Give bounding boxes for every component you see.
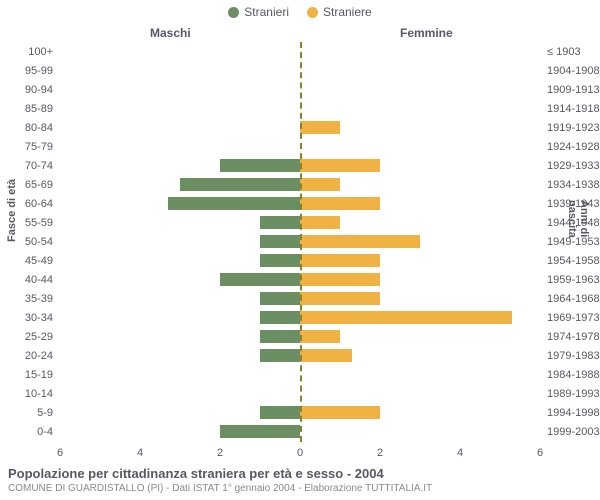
birth-year-label: 1949-1953 xyxy=(547,236,600,248)
title-female: Femmine xyxy=(400,26,453,40)
legend-item-male: Stranieri xyxy=(228,5,289,19)
chart-root: Stranieri Straniere Maschi Femmine Fasce… xyxy=(0,0,600,500)
legend-swatch-male xyxy=(228,7,239,18)
bar-male xyxy=(260,330,300,343)
age-label: 25-29 xyxy=(1,331,53,343)
age-label: 70-74 xyxy=(1,160,53,172)
birth-year-label: 1939-1943 xyxy=(547,198,600,210)
age-label: 5-9 xyxy=(1,407,53,419)
birth-year-label: 1909-1913 xyxy=(547,84,600,96)
age-label: 65-69 xyxy=(1,179,53,191)
footer: Popolazione per cittadinanza straniera p… xyxy=(8,466,592,494)
chart-title: Popolazione per cittadinanza straniera p… xyxy=(8,466,592,481)
age-label: 90-94 xyxy=(1,84,53,96)
age-label: 40-44 xyxy=(1,274,53,286)
legend-swatch-female xyxy=(307,7,318,18)
legend-label-male: Stranieri xyxy=(244,5,289,19)
age-label: 10-14 xyxy=(1,388,53,400)
bar-female xyxy=(300,311,512,324)
birth-year-label: 1934-1938 xyxy=(547,179,600,191)
birth-year-label: 1929-1933 xyxy=(547,160,600,172)
female-half xyxy=(300,42,540,442)
age-label: 60-64 xyxy=(1,198,53,210)
age-label: 15-19 xyxy=(1,369,53,381)
bar-female xyxy=(300,330,340,343)
x-tick-label: 0 xyxy=(290,447,310,459)
plot-area: 6420246 100+95-9990-9485-8980-8475-7970-… xyxy=(60,42,540,442)
bar-female xyxy=(300,216,340,229)
legend-label-female: Straniere xyxy=(323,5,372,19)
birth-year-label: 1974-1978 xyxy=(547,331,600,343)
bar-male xyxy=(220,425,300,438)
bar-female xyxy=(300,235,420,248)
birth-year-label: 1979-1983 xyxy=(547,350,600,362)
bar-female xyxy=(300,254,380,267)
bar-male xyxy=(168,197,300,210)
age-label: 95-99 xyxy=(1,65,53,77)
age-label: 85-89 xyxy=(1,103,53,115)
bar-female xyxy=(300,121,340,134)
bar-male xyxy=(260,311,300,324)
birth-year-label: 1969-1973 xyxy=(547,312,600,324)
birth-year-label: 1959-1963 xyxy=(547,274,600,286)
birth-year-label: 1919-1923 xyxy=(547,122,600,134)
bar-male xyxy=(260,349,300,362)
x-tick-label: 4 xyxy=(130,447,150,459)
age-label: 30-34 xyxy=(1,312,53,324)
bar-female xyxy=(300,197,380,210)
chart-subtitle: COMUNE DI GUARDISTALLO (PI) - Dati ISTAT… xyxy=(8,483,592,494)
x-tick-label: 6 xyxy=(530,447,550,459)
bar-female xyxy=(300,292,380,305)
bar-female xyxy=(300,273,380,286)
x-tick-label: 6 xyxy=(50,447,70,459)
legend-item-female: Straniere xyxy=(307,5,372,19)
birth-year-label: 1954-1958 xyxy=(547,255,600,267)
legend: Stranieri Straniere xyxy=(0,5,600,19)
title-male: Maschi xyxy=(150,26,191,40)
bar-female xyxy=(300,178,340,191)
bar-male xyxy=(260,406,300,419)
age-label: 55-59 xyxy=(1,217,53,229)
bar-male xyxy=(180,178,300,191)
age-label: 80-84 xyxy=(1,122,53,134)
birth-year-label: 1999-2003 xyxy=(547,426,600,438)
bar-male xyxy=(260,216,300,229)
age-label: 20-24 xyxy=(1,350,53,362)
age-label: 45-49 xyxy=(1,255,53,267)
x-tick-label: 4 xyxy=(450,447,470,459)
bar-male xyxy=(260,292,300,305)
age-label: 50-54 xyxy=(1,236,53,248)
birth-year-label: 1944-1948 xyxy=(547,217,600,229)
bar-female xyxy=(300,406,380,419)
birth-year-label: 1914-1918 xyxy=(547,103,600,115)
bar-male xyxy=(220,273,300,286)
center-axis-line xyxy=(300,42,302,442)
bar-female xyxy=(300,159,380,172)
bar-female xyxy=(300,349,352,362)
age-label: 100+ xyxy=(1,46,53,58)
birth-year-label: 1924-1928 xyxy=(547,141,600,153)
birth-year-label: 1989-1993 xyxy=(547,388,600,400)
bar-male xyxy=(220,159,300,172)
age-label: 75-79 xyxy=(1,141,53,153)
bar-male xyxy=(260,235,300,248)
birth-year-label: ≤ 1903 xyxy=(547,46,600,58)
birth-year-label: 1904-1908 xyxy=(547,65,600,77)
male-half xyxy=(60,42,300,442)
birth-year-label: 1984-1988 xyxy=(547,369,600,381)
age-label: 0-4 xyxy=(1,426,53,438)
birth-year-label: 1994-1998 xyxy=(547,407,600,419)
bar-male xyxy=(260,254,300,267)
age-label: 35-39 xyxy=(1,293,53,305)
birth-year-label: 1964-1968 xyxy=(547,293,600,305)
x-tick-label: 2 xyxy=(210,447,230,459)
x-tick-label: 2 xyxy=(370,447,390,459)
